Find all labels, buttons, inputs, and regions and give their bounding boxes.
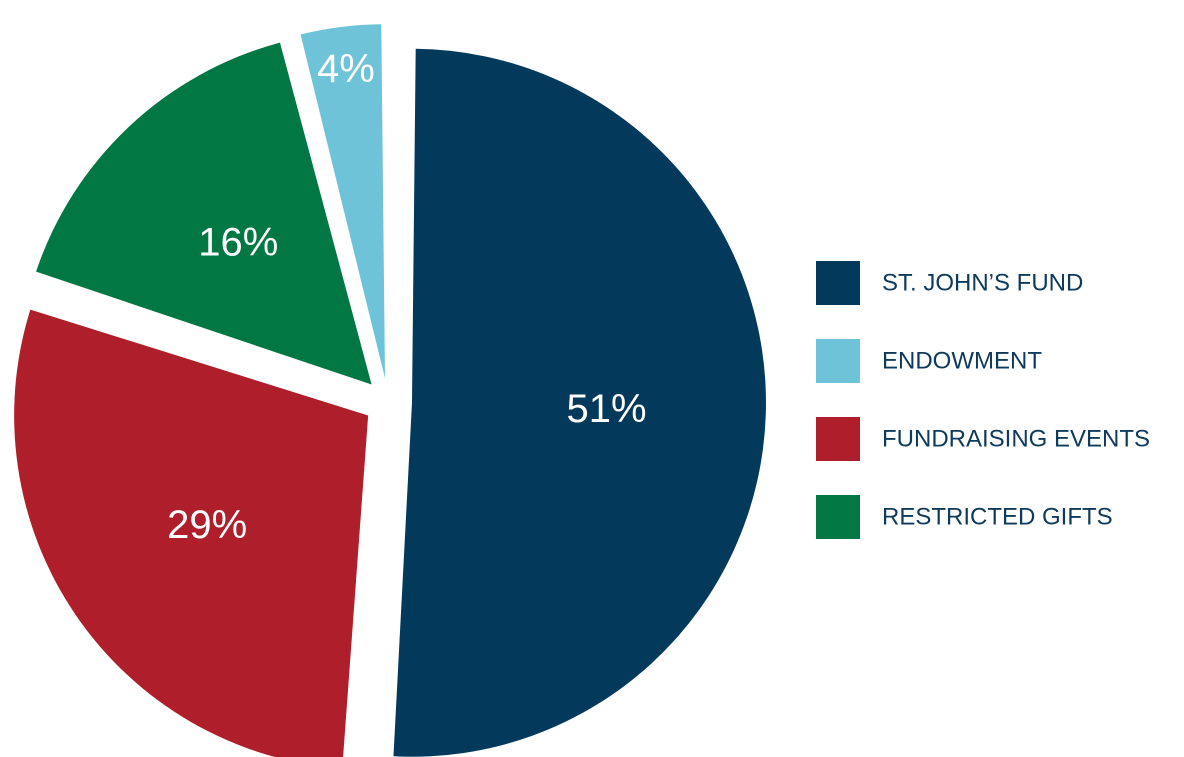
legend-swatch-restricted-gifts — [816, 495, 860, 539]
pie-slices — [14, 24, 766, 757]
slice-label-endowment: 4% — [317, 47, 375, 91]
pie-slice-endowment — [300, 24, 385, 379]
legend: ST. JOHN’S FUND ENDOWMENT FUNDRAISING EVEN… — [816, 261, 1150, 539]
legend-label-fundraising-events: FUNDRAISING EVENTS — [882, 426, 1150, 453]
legend-item-st-john-s-fund: ST. JOHN’S FUND — [816, 261, 1083, 305]
slice-label-st-john-s-fund: 51% — [567, 387, 647, 431]
slice-label-restricted-gifts: 16% — [198, 221, 278, 265]
pie-slice-labels: 51% 29% 16% 4% — [167, 47, 647, 547]
legend-item-fundraising-events: FUNDRAISING EVENTS — [816, 417, 1150, 461]
pie-slice-fundraising-events — [14, 309, 369, 757]
legend-label-restricted-gifts: RESTRICTED GIFTS — [882, 504, 1113, 531]
pie-slice-restricted-gifts — [36, 42, 372, 385]
legend-swatch-endowment — [816, 339, 860, 383]
legend-label-st-john-s-fund: ST. JOHN’S FUND — [882, 270, 1083, 297]
legend-swatch-st-john-s-fund — [816, 261, 860, 305]
pie-slice-st-john-s-fund — [393, 48, 766, 757]
slice-label-fundraising-events: 29% — [167, 503, 247, 547]
legend-item-restricted-gifts: RESTRICTED GIFTS — [816, 495, 1113, 539]
legend-item-endowment: ENDOWMENT — [816, 339, 1042, 383]
legend-swatch-fundraising-events — [816, 417, 860, 461]
legend-label-endowment: ENDOWMENT — [882, 348, 1042, 375]
